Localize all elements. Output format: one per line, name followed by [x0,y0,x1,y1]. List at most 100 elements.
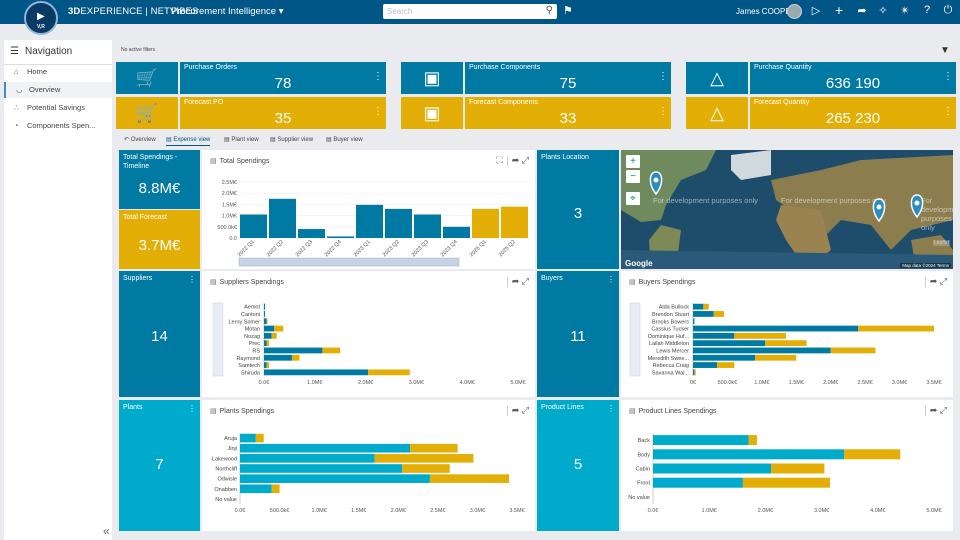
expand-icon[interactable]: ⤢ [521,405,529,415]
bar-segment[interactable] [429,474,510,483]
power-icon[interactable]: ⏻ [943,4,953,16]
range-slider-handle[interactable] [238,257,460,267]
bar-segment[interactable] [402,464,450,473]
tag-icon[interactable]: ⚑ [563,5,573,17]
bar-segment[interactable] [240,474,430,483]
kpi-purchase-orders[interactable]: Purchase Orders 78 ⋮ [180,62,386,94]
bar-segment[interactable] [240,484,272,494]
more-icon[interactable]: ⋮ [943,71,953,82]
more-icon[interactable]: ⋮ [188,404,196,413]
expand-icon[interactable]: ⤢ [521,155,529,165]
suppliers-spendings-chart[interactable]: 0.0€ 1.0M€ 2.0M€ 3.0M€ 4.0M€ 5.0M€ AemotCanton… [202,271,535,397]
bar-segment[interactable] [240,443,411,453]
bar-segment[interactable] [693,340,766,347]
bar-segment[interactable] [240,454,375,463]
avatar[interactable] [787,4,802,19]
more-icon[interactable]: ⋮ [373,106,383,117]
more-icon[interactable]: ⋮ [607,404,615,413]
share-icon[interactable]: ➦ [511,405,520,415]
nav-item-overview[interactable]: ◡ Overview [4,82,112,98]
bar-segment[interactable] [274,325,284,332]
bar-segment[interactable] [264,311,266,317]
tab-overview[interactable]: ↶ Overview [124,137,156,143]
user-name[interactable]: James COOPER [736,7,797,16]
bar-segment[interactable] [858,325,934,332]
bar-segment[interactable] [693,325,859,332]
more-icon[interactable]: ⋮ [943,106,953,117]
kpi-total-spendings[interactable]: Total Spendings - Timeline 8.8M€ [119,150,200,209]
tab-expense-view[interactable]: ▤ Expense view [166,134,211,146]
bar[interactable] [327,236,354,238]
more-icon[interactable]: ⋮ [188,275,196,284]
zoom-in-button[interactable]: + [626,155,640,168]
bar-segment[interactable] [264,332,272,339]
more-icon[interactable]: ⋮ [658,71,668,82]
bar-segment[interactable] [693,311,714,317]
kpi-plants[interactable]: Plants ⋮ 7 [119,400,200,531]
share-icon[interactable]: ➦ [511,155,520,165]
bar-segment[interactable] [844,449,901,460]
bar-segment[interactable] [322,347,341,354]
more-icon[interactable]: ⋮ [607,275,615,284]
chat-icon[interactable]: ▷ [811,5,821,17]
bar-segment[interactable] [694,369,696,376]
zoom-out-button[interactable]: − [626,170,640,183]
bar[interactable] [298,229,325,238]
bar-segment[interactable] [264,369,369,376]
bar-segment[interactable] [266,340,270,347]
apps-icon[interactable]: ✴ [900,5,910,17]
share-icon[interactable]: ➦ [857,5,867,17]
bar-segment[interactable] [693,369,695,376]
bar-segment[interactable] [653,463,772,474]
kpi-purchase-components[interactable]: Purchase Components 75 ⋮ [465,62,671,94]
add-icon[interactable]: + [834,2,844,18]
bar-segment[interactable] [264,347,323,354]
locate-button[interactable]: ⌖ [626,192,640,205]
bar[interactable] [443,226,470,238]
focus-icon[interactable]: ⛶ [496,155,503,165]
bar-segment[interactable] [703,303,709,310]
bar-segment[interactable] [717,362,735,368]
bar-segment[interactable] [291,354,300,361]
bar-segment[interactable] [748,435,757,446]
product-lines-spendings-chart[interactable]: 0.0€ 1.0M€ 2.0M€ 3.0M€ 4.0M€ 5.0M€ Back Body Cab… [621,400,953,531]
share-icon[interactable]: ➦ [929,405,938,415]
bar-segment[interactable] [368,369,410,376]
bar[interactable] [240,214,267,238]
bar[interactable] [472,208,499,238]
nav-item-potential-savings[interactable]: ∴ Potential Savings [4,100,112,116]
network-icon[interactable]: ✧ [878,5,888,17]
bar-segment[interactable] [271,484,280,494]
bar-segment[interactable] [410,443,458,453]
kpi-purchase-quantity[interactable]: Purchase Quantity 636 190 ⋮ [750,62,956,94]
bar-segment[interactable] [653,449,845,460]
search-icon[interactable]: ⚲ [545,5,553,16]
kpi-product-lines[interactable]: Product Lines ⋮ 5 [537,400,619,531]
bar[interactable] [356,204,383,238]
share-icon[interactable]: ➦ [511,276,520,286]
kpi-total-forecast[interactable]: Total Forecast 3.7M€ [119,210,200,269]
share-icon[interactable]: ➦ [929,276,938,286]
bar-segment[interactable] [693,318,695,325]
bar-segment[interactable] [264,340,267,347]
bar-segment[interactable] [653,477,743,488]
plants-spendings-chart[interactable]: 0.0€ 500.0k€ 1.0M€ 1.5M€ 2.0M€ 2.5M€ 3.0M€ 3.5M… [202,400,535,531]
buyers-spendings-chart[interactable]: 0€ 500.0k€ 1.0M€ 1.5M€ 2.0M€ 2.5M€ 3.0M€ 3.5M€ A… [621,271,953,397]
more-icon[interactable]: ⋮ [373,71,383,82]
kpi-plants-location[interactable]: Plants Location 3 [537,150,619,269]
bar-segment[interactable] [264,354,292,361]
bar-segment[interactable] [264,362,267,368]
expand-icon[interactable]: ⤢ [939,276,947,286]
bar-segment[interactable] [830,347,876,354]
terms-link[interactable]: Terms [936,263,949,268]
bar-segment[interactable] [271,332,277,339]
expand-icon[interactable]: ⤢ [939,405,947,415]
compass-logo[interactable]: ▶ V,R [24,1,58,35]
bar-segment[interactable] [374,454,474,463]
more-icon[interactable]: ⋮ [658,106,668,117]
menu-icon[interactable]: ☰ [10,46,19,57]
bar[interactable] [269,198,296,238]
bar-segment[interactable] [742,477,831,488]
bar-segment[interactable] [240,464,403,473]
help-icon[interactable]: ? [923,4,931,16]
